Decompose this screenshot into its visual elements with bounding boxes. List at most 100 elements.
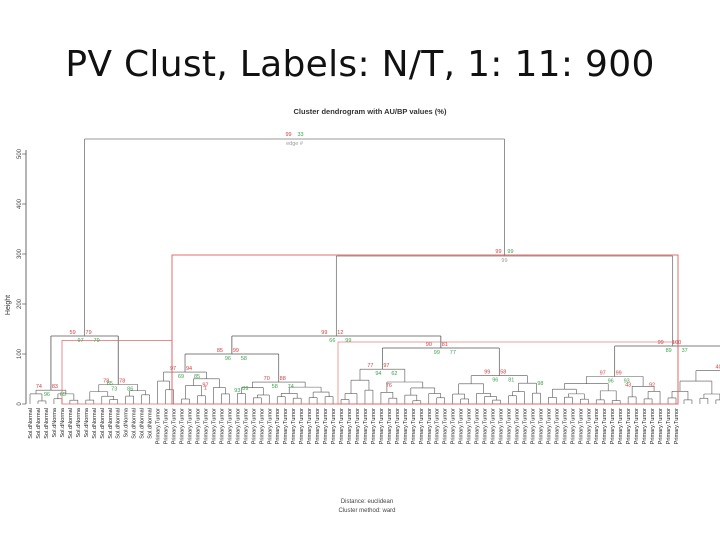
slide-title: PV Clust, Labels: N/T, 1: 11: 900: [65, 44, 655, 85]
au-value: 97: [383, 363, 389, 369]
leaf-label: Sol.dNorma: [84, 407, 90, 437]
au-value: 79: [86, 330, 92, 336]
leaf-label: Primary.Tumor: [315, 408, 321, 444]
au-value: 70: [264, 376, 270, 382]
y-tick-label: 400: [17, 198, 23, 209]
leaf-label: Primary.Tumor: [355, 408, 361, 444]
leaf-label: Primary.Tumor: [674, 408, 680, 444]
leaf-label: Primary.Tumor: [299, 408, 305, 444]
au-value: 99: [484, 370, 490, 376]
cluster-method-label: Cluster method: ward: [338, 508, 395, 514]
leaf-label: Primary.Tumor: [554, 408, 560, 444]
bp-value: 58: [241, 356, 247, 362]
leaf-label: Primary.Tumor: [195, 408, 201, 444]
y-tick-label: 0: [17, 402, 23, 406]
plot-title: Cluster dendrogram with AU/BP values (%): [294, 107, 447, 116]
leaf-label: Primary.Tumor: [618, 408, 624, 444]
au-value: 78: [103, 379, 109, 385]
leaf-label: Primary.Tumor: [578, 408, 584, 444]
leaf-label: Sol.dNormal: [28, 408, 34, 439]
bp-value: 73: [111, 387, 117, 393]
leaf-label: Primary.Tumor: [283, 408, 289, 444]
bp-value: 37: [682, 348, 688, 354]
leaf-label: Sol.dNormal: [132, 408, 138, 439]
au-value: 81: [442, 342, 448, 348]
bp-value: 99: [434, 350, 440, 356]
au-value: 43: [625, 382, 631, 388]
significant-cluster-box: [61, 340, 173, 405]
bp-value: 94: [375, 371, 381, 377]
leaf-label: Sol.dNormal: [100, 408, 106, 439]
leaf-label: Primary.Tumor: [411, 408, 417, 444]
leaf-label: Primary.Tumor: [291, 408, 297, 444]
bp-value: 69: [178, 374, 184, 380]
au-value: 1: [204, 386, 207, 392]
leaf-label: Primary.Tumor: [507, 408, 513, 444]
au-value: 97: [170, 366, 176, 372]
bp-value: 93: [234, 388, 240, 394]
leaf-label: Primary.Tumor: [538, 408, 544, 444]
leaf-label: Primary.Tumor: [459, 408, 465, 444]
leaf-label: Sol.dNormal: [148, 408, 154, 439]
bp-value: 74: [288, 384, 294, 390]
au-value: 74: [36, 384, 42, 390]
dendrogram-branches: [29, 138, 720, 404]
distance-label: Distance: euclidean: [341, 499, 393, 505]
leaf-label: Primary.Tumor: [307, 408, 313, 444]
bp-value: 96: [225, 356, 231, 362]
bp-value: 33: [297, 132, 303, 138]
leaf-label: Sol.dNorma: [52, 407, 58, 437]
au-value: 40: [716, 365, 720, 371]
leaf-label: Primary.Tumor: [323, 408, 329, 444]
y-tick-label: 300: [17, 248, 23, 259]
leaf-label: Primary.Tumor: [427, 408, 433, 444]
leaf-label: Primary.Tumor: [419, 408, 425, 444]
leaf-label: Primary.Tumor: [546, 408, 552, 444]
y-tick-label: 200: [17, 298, 23, 309]
leaf-label: Sol.dNormal: [108, 408, 114, 439]
leaf-label: Primary.Tumor: [180, 408, 186, 444]
leaf-label: Primary.Tumor: [530, 408, 536, 444]
bp-value: 93: [624, 379, 630, 385]
bp-value: 58: [272, 384, 278, 390]
bp-value: 81: [508, 378, 514, 384]
dendrogram-figure: Cluster dendrogram with AU/BP values (%)…: [0, 100, 720, 530]
leaf-label: Primary.Tumor: [602, 408, 608, 444]
cluster-highlight-boxes: [61, 254, 679, 405]
y-axis-label: Height: [5, 295, 12, 315]
leaf-label: Primary.Tumor: [172, 408, 178, 444]
au-value: 99: [495, 249, 501, 255]
y-axis-ticks: 0 100 200 300 400 500: [17, 148, 26, 406]
leaf-label: Primary.Tumor: [626, 408, 632, 444]
y-tick-label: 500: [17, 148, 23, 159]
bp-value: 65: [60, 392, 66, 398]
leaf-label: Primary.Tumor: [467, 408, 473, 444]
au-value: 97: [202, 383, 208, 389]
edge-number: 99: [501, 258, 507, 264]
au-value: 99: [658, 340, 664, 346]
leaf-label: Primary.Tumor: [363, 408, 369, 444]
au-value: 99: [321, 330, 327, 336]
au-value: 76: [386, 383, 392, 389]
bp-value: 96: [492, 378, 498, 384]
leaf-label: Primary.Tumor: [634, 408, 640, 444]
leaf-label: Sol.dNormal: [116, 408, 122, 439]
leaf-label: Primary.Tumor: [259, 408, 265, 444]
bp-value: 66: [329, 338, 335, 344]
leaf-label: Sol.dNormal: [140, 408, 146, 439]
au-value: 59: [70, 330, 76, 336]
leaf-label: Primary.Tumor: [642, 408, 648, 444]
au-value: 94: [186, 366, 192, 372]
y-tick-label: 100: [17, 348, 23, 359]
leaf-label: Primary.Tumor: [403, 408, 409, 444]
leaf-label: Primary.Tumor: [586, 408, 592, 444]
leaf-label: Primary.Tumor: [267, 408, 273, 444]
leaf-label: Primary.Tumor: [331, 408, 337, 444]
leaf-label: Primary.Tumor: [387, 408, 393, 444]
au-value: 77: [367, 363, 373, 369]
bp-value: 89: [242, 386, 248, 392]
leaf-label: Sol.dNorma: [60, 407, 66, 437]
bp-value: 85: [107, 381, 113, 387]
bp-value: 86: [127, 387, 133, 393]
